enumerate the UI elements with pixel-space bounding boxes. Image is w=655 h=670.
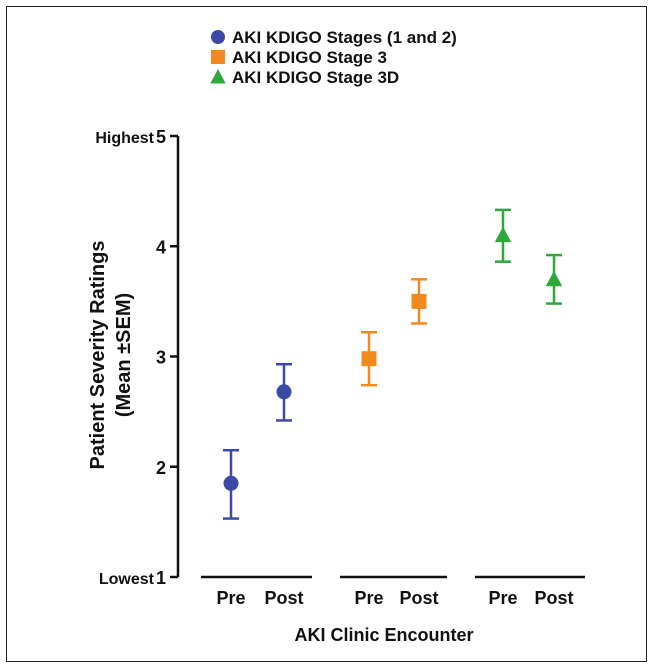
legend-marker: [210, 68, 226, 84]
mean-marker: [361, 351, 377, 367]
y-ticks: 1 2 3 4 5: [156, 127, 178, 588]
mean-marker: [223, 475, 239, 491]
mean-marker: [545, 270, 563, 287]
mean-marker: [411, 293, 427, 309]
legend-label: AKI KDIGO Stage 3D: [232, 68, 399, 87]
legend-label: AKI KDIGO Stages (1 and 2): [232, 28, 457, 47]
x-tick-label: Post: [534, 588, 573, 608]
legend-label: AKI KDIGO Stage 3: [232, 48, 387, 67]
x-tick-label: Post: [264, 588, 303, 608]
data-point: [223, 448, 239, 520]
y-tick-end-label-high: Highest: [95, 130, 154, 147]
y-tick-label: 4: [156, 237, 166, 257]
data-point: [276, 362, 292, 422]
x-tick-label: Pre: [216, 588, 245, 608]
data-point: [545, 253, 563, 305]
y-tick-label: 3: [156, 348, 166, 368]
y-tick-label: 1: [156, 568, 166, 588]
figure-frame: [6, 6, 647, 662]
x-tick-labels: Pre Post Pre Post Pre Post: [216, 588, 573, 608]
y-tick-label: 5: [156, 127, 166, 147]
x-axis-label: AKI Clinic Encounter: [294, 625, 473, 645]
y-axis-label-line2: (Mean ±SEM): [113, 293, 135, 417]
y-tick-end-label-low: Lowest: [99, 571, 155, 588]
mean-marker: [276, 384, 292, 400]
data-point: [411, 278, 427, 325]
y-tick-label: 2: [156, 458, 166, 478]
legend: AKI KDIGO Stages (1 and 2)AKI KDIGO Stag…: [210, 28, 457, 87]
x-tick-label: Post: [399, 588, 438, 608]
y-axis-label-line1: Patient Severity Ratings: [87, 241, 109, 470]
legend-marker: [211, 30, 225, 44]
data-point: [361, 330, 377, 387]
plot-area: [223, 208, 563, 520]
x-tick-label: Pre: [488, 588, 517, 608]
legend-marker: [211, 50, 225, 64]
x-tick-label: Pre: [354, 588, 383, 608]
data-point: [494, 208, 512, 263]
mean-marker: [494, 226, 512, 243]
